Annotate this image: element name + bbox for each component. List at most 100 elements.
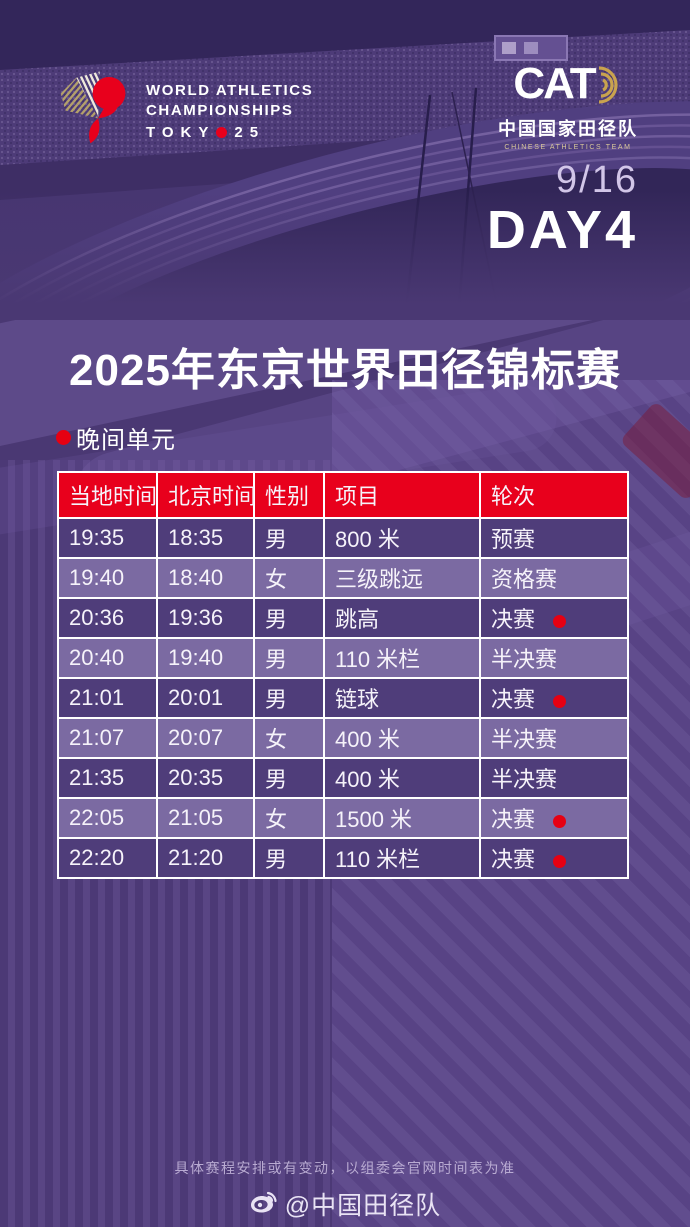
round-text: 决赛 — [491, 807, 536, 832]
wa-red-dot-icon — [216, 127, 228, 138]
world-athletics-logo: WORLD ATHLETICS CHAMPIONSHIPS TOKY 25 — [56, 70, 313, 153]
cell-round: 半决赛 — [479, 757, 629, 799]
cell-gender: 女 — [253, 557, 325, 599]
table-row: 22:05 21:05 女 1500 米 决赛 — [57, 797, 629, 839]
table-row: 20:36 19:36 男 跳高 决赛 — [57, 597, 629, 639]
cat-acronym: CAT — [513, 59, 596, 108]
cell-local-time: 19:40 — [57, 557, 158, 599]
table-row: 19:40 18:40 女 三级跳远 资格赛 — [57, 557, 629, 599]
disclaimer-text: 具体赛程安排或有变动，以组委会官网时间表为准 — [174, 1160, 516, 1176]
cell-gender: 女 — [253, 717, 325, 759]
cell-round: 预赛 — [479, 517, 629, 559]
cat-logo: CAT 中国国家田径队 CHINESE ATHLETICS TEAM — [498, 59, 638, 152]
cell-beijing-time: 21:20 — [156, 837, 255, 879]
wa-tokyo-text: TOKY — [146, 123, 216, 141]
cell-beijing-time: 20:01 — [156, 677, 255, 719]
cat-name-cn: 中国国家田径队 — [498, 119, 638, 139]
date-number: 9/16 — [556, 159, 638, 201]
cell-round: 半决赛 — [479, 717, 629, 759]
cell-local-time: 22:05 — [57, 797, 158, 839]
col-header-beijing-time: 北京时间 — [156, 471, 256, 519]
cell-beijing-time: 18:35 — [156, 517, 255, 559]
round-text: 半决赛 — [491, 767, 558, 792]
medal-dot-icon — [553, 854, 567, 868]
cell-event: 110 米栏 — [323, 837, 481, 879]
col-header-event: 项目 — [323, 471, 481, 519]
day-number: DAY4 — [486, 200, 638, 260]
cell-round: 资格赛 — [479, 557, 629, 599]
cell-round: 半决赛 — [479, 637, 629, 679]
session-label: 晚间单元 — [56, 420, 176, 455]
wa-25-text: 25 — [234, 123, 266, 141]
cell-round: 决赛 — [479, 797, 629, 839]
table-row: 21:01 20:01 男 链球 决赛 — [57, 677, 629, 719]
medal-dot-icon — [553, 814, 567, 828]
cell-gender: 男 — [253, 637, 325, 679]
cat-name-en: CHINESE ATHLETICS TEAM — [504, 144, 632, 151]
cell-event: 跳高 — [323, 597, 481, 639]
cell-round: 决赛 — [479, 677, 629, 719]
cell-local-time: 21:35 — [57, 757, 158, 799]
cell-event: 400 米 — [323, 717, 481, 759]
cell-event: 链球 — [323, 677, 481, 719]
table-row: 19:35 18:35 男 800 米 预赛 — [57, 517, 629, 559]
photo-fade — [0, 190, 690, 320]
weibo-icon — [249, 1188, 279, 1221]
table-row: 22:20 21:20 男 110 米栏 决赛 — [57, 837, 629, 879]
table-header-row: 当地时间 北京时间 性别 项目 轮次 — [57, 471, 629, 519]
cell-beijing-time: 21:05 — [156, 797, 255, 839]
col-header-gender: 性别 — [253, 471, 325, 519]
medal-dot-icon — [553, 694, 567, 708]
page-title: 2025年东京世界田径锦标赛 — [69, 346, 621, 395]
cell-event: 1500 米 — [323, 797, 481, 839]
date-block: 9/16 DAY4 — [487, 160, 638, 258]
round-text: 决赛 — [491, 847, 536, 872]
cell-gender: 男 — [253, 597, 325, 639]
cell-event: 400 米 — [323, 757, 481, 799]
cell-local-time: 21:01 — [57, 677, 158, 719]
cell-event: 110 米栏 — [323, 637, 481, 679]
cell-local-time: 22:20 — [57, 837, 158, 879]
cell-gender: 男 — [253, 517, 325, 559]
round-text: 预赛 — [491, 527, 536, 552]
weibo-handle: @中国田径队 — [284, 1192, 442, 1220]
cell-round: 决赛 — [479, 597, 629, 639]
round-text: 资格赛 — [491, 567, 558, 592]
cell-local-time: 21:07 — [57, 717, 158, 759]
round-text: 半决赛 — [491, 647, 558, 672]
cell-local-time: 19:35 — [57, 517, 158, 559]
cell-event: 800 米 — [323, 517, 481, 559]
cat-arcs-icon — [597, 64, 623, 111]
medal-dot-icon — [553, 614, 567, 628]
col-header-round: 轮次 — [479, 471, 629, 519]
cell-gender: 男 — [253, 757, 325, 799]
cell-beijing-time: 19:40 — [156, 637, 255, 679]
wa-emblem-icon — [56, 70, 134, 153]
session-red-dot-icon — [56, 430, 71, 445]
cell-beijing-time: 19:36 — [156, 597, 255, 639]
table-row: 20:40 19:40 男 110 米栏 半决赛 — [57, 637, 629, 679]
cell-beijing-time: 20:35 — [156, 757, 255, 799]
cell-beijing-time: 20:07 — [156, 717, 255, 759]
cell-event: 三级跳远 — [323, 557, 481, 599]
wa-logo-line3: TOKY 25 — [146, 123, 313, 143]
col-header-local-time: 当地时间 — [57, 471, 158, 519]
schedule-body: 19:35 18:35 男 800 米 预赛 19:40 18:40 女 三级跳… — [57, 517, 629, 879]
wa-logo-line1: WORLD ATHLETICS — [146, 81, 314, 99]
cell-round: 决赛 — [479, 837, 629, 879]
cell-local-time: 20:40 — [57, 637, 158, 679]
session-label-text: 晚间单元 — [76, 427, 176, 454]
cell-local-time: 20:36 — [57, 597, 158, 639]
round-text: 半决赛 — [491, 727, 558, 752]
cell-gender: 女 — [253, 797, 325, 839]
round-text: 决赛 — [491, 687, 536, 712]
weibo-credit: @中国田径队 — [0, 1186, 690, 1222]
round-text: 决赛 — [491, 607, 536, 632]
schedule-table: 当地时间 北京时间 性别 项目 轮次 19:35 18:35 男 800 米 预… — [57, 471, 629, 879]
wa-logo-line2: CHAMPIONSHIPS — [146, 101, 294, 119]
cell-gender: 男 — [253, 677, 325, 719]
cell-gender: 男 — [253, 837, 325, 879]
table-row: 21:35 20:35 男 400 米 半决赛 — [57, 757, 629, 799]
table-row: 21:07 20:07 女 400 米 半决赛 — [57, 717, 629, 759]
